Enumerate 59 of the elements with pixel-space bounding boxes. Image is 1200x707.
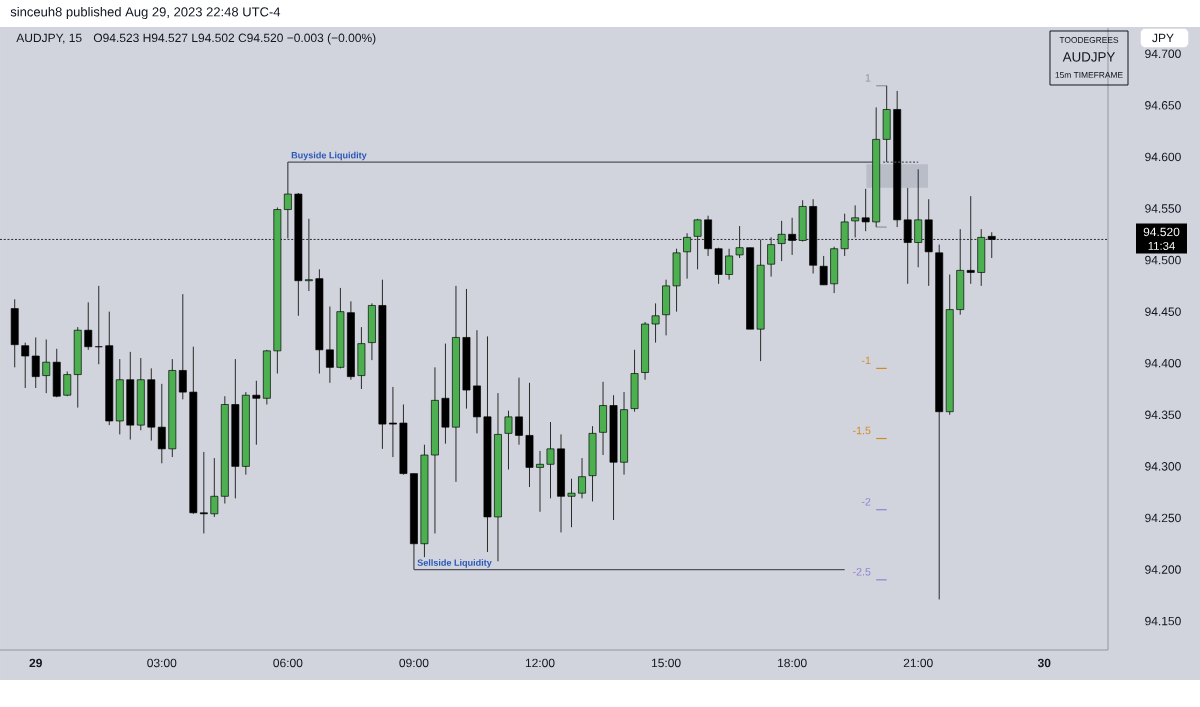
text: JPY bbox=[1152, 33, 1174, 43]
y-tick-label: 94.650 bbox=[1145, 101, 1181, 110]
y-tick-label: 94.500 bbox=[1145, 255, 1181, 265]
candlestick bbox=[21, 342, 30, 389]
y-tick-label: 94.600 bbox=[1145, 152, 1181, 162]
candlestick bbox=[515, 377, 523, 446]
y-tick-label: 94.550 bbox=[1145, 204, 1181, 213]
annotation: AUDJPY bbox=[1062, 52, 1116, 62]
y-tick-label: 94.450 bbox=[1145, 307, 1181, 316]
candlestick bbox=[389, 386, 397, 458]
x-tick-label: 06:00 bbox=[273, 658, 303, 668]
y-tick-label: 94.150 bbox=[1145, 616, 1181, 626]
series-label: Buyside Liquidity bbox=[291, 151, 367, 161]
candlestick bbox=[819, 255, 828, 286]
series-label: -1 bbox=[861, 356, 871, 365]
y-tick-label: 94.250 bbox=[1145, 513, 1181, 523]
x-tick-label: 21:00 bbox=[903, 658, 933, 668]
x-tick-label: 18:00 bbox=[778, 658, 807, 668]
annotation: 15m TIMEFRAME bbox=[1055, 72, 1123, 78]
candlestick bbox=[31, 336, 40, 389]
series-label: -2.5 bbox=[853, 568, 871, 576]
x-tick-label: 12:00 bbox=[525, 658, 555, 668]
chart-subtitle: O94.523 H94.527 L94.502 C94.520 −0.003 (−0.00%) bbox=[93, 33, 376, 45]
x-tick-label: 29 bbox=[29, 658, 42, 668]
candlestick bbox=[199, 451, 208, 534]
candlestick bbox=[546, 421, 555, 499]
candlestick bbox=[42, 339, 51, 394]
series-label: -2 bbox=[861, 497, 871, 506]
x-tick-label: 15:00 bbox=[651, 658, 681, 668]
y-tick-label: 94.200 bbox=[1145, 565, 1181, 574]
candlestick bbox=[84, 301, 93, 351]
candlestick bbox=[725, 248, 734, 281]
annotation: TOODEGREES bbox=[1059, 37, 1119, 43]
text: sinceuh8 published Aug 29, 2023 22:48 UTC-4 bbox=[10, 6, 281, 20]
candlestick bbox=[861, 188, 870, 232]
y-tick-label: 94.300 bbox=[1145, 462, 1181, 471]
text: 11:34 bbox=[1148, 241, 1175, 250]
chart-title: AUDJPY, 15 bbox=[16, 33, 82, 44]
x-tick-label: 09:00 bbox=[399, 658, 429, 668]
candlestick bbox=[178, 293, 187, 400]
candlestick bbox=[536, 450, 544, 513]
candlestick bbox=[210, 457, 219, 518]
candlestick bbox=[325, 305, 334, 384]
ref-line-label: 94.520 bbox=[1143, 227, 1180, 237]
candlestick bbox=[851, 204, 860, 238]
y-tick-label: 94.400 bbox=[1145, 358, 1181, 368]
candlestick bbox=[157, 383, 166, 464]
candlestick bbox=[63, 370, 72, 397]
candlestick bbox=[578, 457, 586, 499]
y-tick-label: 94.350 bbox=[1145, 410, 1181, 420]
series-label: -1.5 bbox=[853, 426, 871, 435]
candlestick bbox=[252, 380, 261, 446]
series-label: Sellside Liquidity bbox=[417, 559, 492, 568]
candlestick bbox=[504, 410, 513, 470]
candlestick bbox=[651, 302, 660, 344]
y-tick-label: 94.700 bbox=[1145, 49, 1181, 59]
x-tick-label: 30 bbox=[1037, 658, 1051, 668]
x-tick-label: 03:00 bbox=[147, 658, 177, 668]
candlestick bbox=[567, 478, 576, 528]
